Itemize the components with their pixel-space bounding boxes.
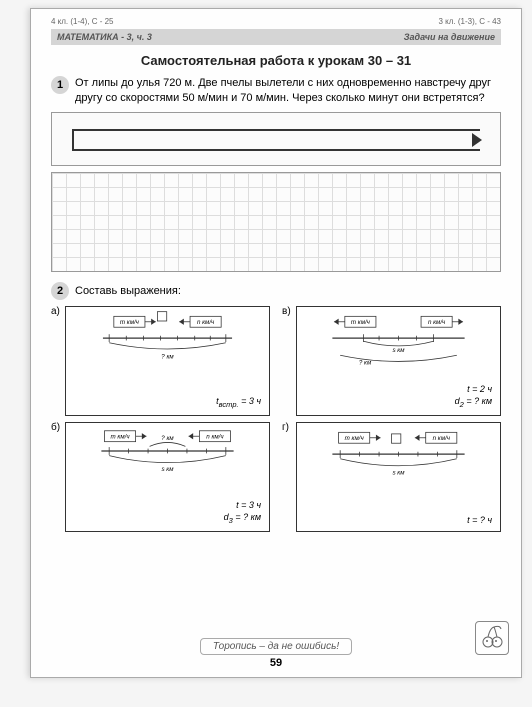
panel-b-m: m км/ч — [111, 433, 131, 440]
panel-b-s: s км — [161, 466, 174, 473]
panel-v-m: m км/ч — [351, 319, 371, 326]
ref-left: 4 кл. (1-4), С - 25 — [51, 17, 114, 26]
header-bar: МАТЕМАТИКА - 3, ч. 3 Задачи на движение — [51, 29, 501, 45]
panel-a-label: а) — [51, 306, 60, 317]
header-right: Задачи на движение — [404, 32, 495, 42]
panel-v: m км/ч n км/ч s км ? км — [296, 306, 501, 416]
panel-a-wrapper: а) m км/ч n км/ч — [51, 306, 270, 416]
problem-1: 1 От липы до улья 720 м. Две пчелы вылет… — [51, 76, 501, 106]
panel-b-svg: m км/ч n км/ч ? км — [66, 423, 269, 493]
panel-v-label: в) — [282, 306, 291, 317]
page-title: Самостоятельная работа к урокам 30 – 31 — [51, 53, 501, 68]
panel-b-info: t = 3 чd3 = ? км — [66, 499, 261, 527]
panel-b-q: ? км — [161, 435, 174, 442]
problem-1-text: От липы до улья 720 м. Две пчелы вылетел… — [75, 76, 501, 106]
panel-a-m: m км/ч — [120, 319, 140, 326]
diagram-arrow-body — [72, 129, 480, 151]
panel-v-n: n км/ч — [428, 319, 446, 326]
panel-g-info: t = ? ч — [297, 514, 492, 527]
panel-g-n: n км/ч — [433, 435, 451, 442]
panels-grid: а) m км/ч n км/ч — [51, 306, 501, 532]
problem-2-number: 2 — [51, 282, 69, 300]
panel-a-svg: m км/ч n км/ч — [66, 307, 269, 377]
panel-v-info: t = 2 чd2 = ? км — [297, 383, 492, 411]
panel-v-s: s км — [392, 347, 405, 354]
work-grid — [51, 172, 501, 272]
problem-2: 2 Составь выражения: — [51, 282, 501, 300]
header-left: МАТЕМАТИКА - 3, ч. 3 — [57, 32, 152, 42]
page: 4 кл. (1-4), С - 25 3 кл. (1-3), С - 43 … — [30, 8, 522, 678]
panel-a: m км/ч n км/ч — [65, 306, 270, 416]
panel-a-n: n км/ч — [197, 319, 215, 326]
panel-g-s: s км — [392, 469, 405, 476]
problem-1-number: 1 — [51, 76, 69, 94]
panel-b-wrapper: б) m км/ч n км/ч ? км — [51, 422, 270, 532]
page-number: 59 — [31, 657, 521, 669]
panel-g-svg: m км/ч n км/ч s — [297, 423, 500, 493]
top-refs: 4 кл. (1-4), С - 25 3 кл. (1-3), С - 43 — [51, 17, 501, 26]
panel-g-label: г) — [282, 422, 289, 433]
panel-v-svg: m км/ч n км/ч s км ? км — [297, 307, 500, 377]
panel-a-q: ? км — [161, 353, 174, 360]
ref-right: 3 кл. (1-3), С - 43 — [439, 17, 502, 26]
problem-2-text: Составь выражения: — [75, 285, 181, 297]
panel-a-info: tвстр. = 3 ч — [66, 395, 261, 410]
panel-v-wrapper: в) m км/ч n км/ч — [282, 306, 501, 416]
diagram-arrow-head — [472, 133, 482, 147]
panel-g-wrapper: г) m км/ч n км/ч — [282, 422, 501, 532]
panel-v-q: ? км — [359, 359, 372, 366]
diagram-1 — [51, 112, 501, 166]
footer: Торопись – да не ошибись! 59 — [31, 636, 521, 669]
panel-b-label: б) — [51, 422, 60, 433]
panel-g: m км/ч n км/ч s — [296, 422, 501, 532]
panel-b-n: n км/ч — [206, 433, 224, 440]
panel-b: m км/ч n км/ч ? км — [65, 422, 270, 532]
panel-g-m: m км/ч — [345, 435, 365, 442]
footer-message: Торопись – да не ошибись! — [200, 638, 352, 655]
